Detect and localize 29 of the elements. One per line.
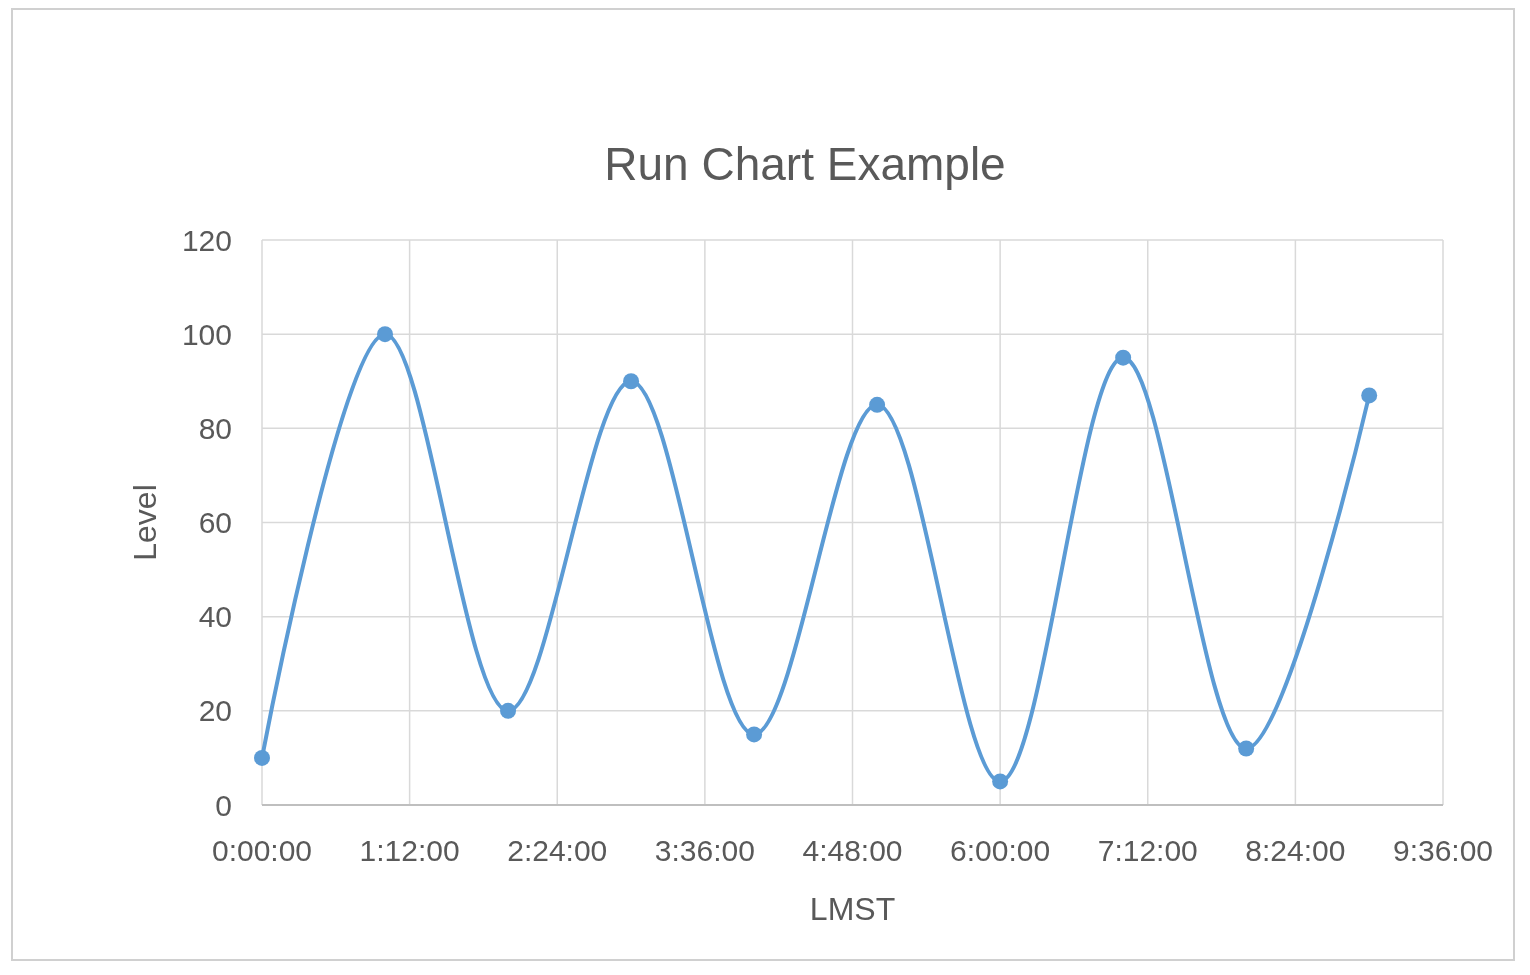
x-tick-label: 4:48:00 <box>802 834 903 867</box>
y-axis-title: Level <box>127 484 163 561</box>
y-tick-label: 40 <box>198 600 232 634</box>
point <box>1238 740 1255 757</box>
point <box>500 702 517 719</box>
x-tick-label: 7:12:00 <box>1097 834 1198 867</box>
x-tick-label: 3:36:00 <box>654 834 755 867</box>
x-tick-label: 2:24:00 <box>507 834 608 867</box>
x-axis-title: LMST <box>809 891 896 927</box>
point <box>623 373 640 390</box>
y-tick-label: 120 <box>181 223 232 257</box>
point <box>992 773 1009 790</box>
x-tick-label: 9:36:00 <box>1392 834 1494 867</box>
y-tick-label: 100 <box>181 317 232 351</box>
point <box>254 749 270 766</box>
y-tick-label: 60 <box>198 506 232 539</box>
y-tick-label: 0 <box>215 788 232 822</box>
x-tick-label: 1:12:00 <box>359 834 460 867</box>
point <box>377 326 394 343</box>
chart-title: Run Chart Example <box>604 138 1006 190</box>
point <box>869 396 886 413</box>
y-tick-label: 20 <box>198 694 232 728</box>
point <box>746 726 763 743</box>
x-tick-label: 6:00:00 <box>950 834 1051 867</box>
point <box>1361 387 1378 404</box>
x-tick-label: 0:00:00 <box>211 834 313 867</box>
y-tick-label: 80 <box>198 411 232 445</box>
point <box>1115 349 1132 366</box>
x-tick-label: 8:24:00 <box>1245 834 1346 867</box>
